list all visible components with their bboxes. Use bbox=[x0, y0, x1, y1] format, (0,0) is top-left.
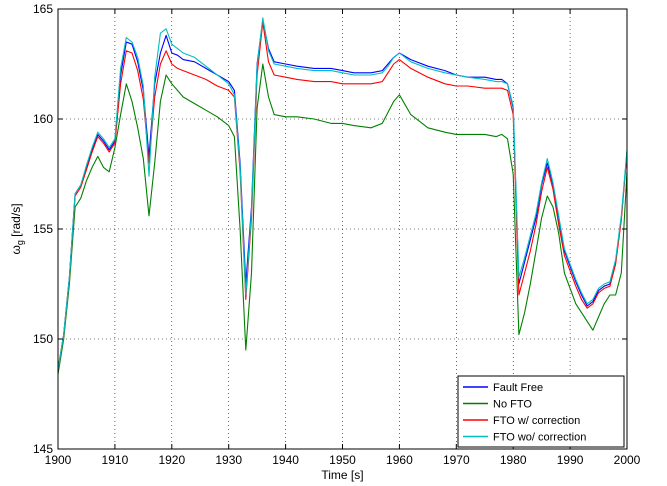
axis-ticks bbox=[57, 8, 628, 450]
series-layer bbox=[57, 17, 628, 375]
legend-item: FTO w/ correction bbox=[463, 415, 580, 427]
legend: Fault Free No FTO FTO w/ correction FTO wo/… bbox=[457, 375, 625, 448]
x-tick-label: 1980 bbox=[500, 453, 527, 467]
x-tick-label: 1940 bbox=[272, 453, 299, 467]
x-tick-label: 1970 bbox=[443, 453, 470, 467]
x-tick-label: 1950 bbox=[329, 453, 356, 467]
legend-label: FTO wo/ correction bbox=[493, 432, 586, 444]
legend-label: No FTO bbox=[493, 399, 532, 411]
y-tick-label: 155 bbox=[33, 222, 53, 236]
x-tick-label: 2000 bbox=[614, 453, 641, 467]
y-axis-symbol: ω bbox=[9, 245, 23, 254]
legend-label: FTO w/ correction bbox=[493, 415, 580, 427]
x-tick-label: 1910 bbox=[102, 453, 129, 467]
legend-box bbox=[457, 375, 625, 448]
legend-item: FTO wo/ correction bbox=[463, 432, 586, 444]
y-axis-label: ωg [rad/s] bbox=[9, 203, 25, 254]
x-tick-label: 1990 bbox=[557, 453, 584, 467]
series-line-3 bbox=[57, 21, 628, 370]
grid-lines bbox=[58, 9, 627, 449]
series-line-4 bbox=[57, 17, 628, 370]
x-tick-label: 1960 bbox=[386, 453, 413, 467]
y-tick-labels: 145 150 155 160 165 bbox=[33, 2, 53, 456]
y-axis-subscript: g bbox=[15, 240, 25, 245]
legend-label: Fault Free bbox=[493, 382, 543, 394]
y-axis-units: [rad/s] bbox=[9, 203, 23, 240]
x-tick-label: 1920 bbox=[158, 453, 185, 467]
x-tick-label: 1930 bbox=[215, 453, 242, 467]
y-tick-label: 165 bbox=[33, 2, 53, 16]
x-axis-label: Time [s] bbox=[321, 468, 363, 482]
series-line-2 bbox=[57, 63, 628, 375]
y-tick-label: 160 bbox=[33, 112, 53, 126]
y-tick-label: 150 bbox=[33, 332, 53, 346]
x-tick-label: 1900 bbox=[45, 453, 72, 467]
legend-item: No FTO bbox=[463, 399, 532, 411]
y-tick-label: 145 bbox=[33, 442, 53, 456]
legend-item: Fault Free bbox=[463, 382, 543, 394]
x-tick-labels: 1900 1910 1920 1930 1940 1950 1960 1970 1980 1990… bbox=[45, 453, 641, 467]
